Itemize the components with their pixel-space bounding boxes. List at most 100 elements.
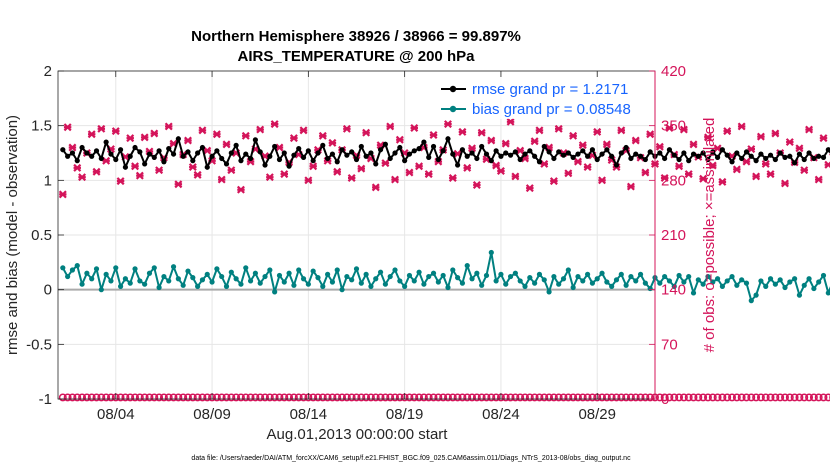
bias-point [382, 281, 388, 287]
bias-point [60, 265, 66, 271]
rmse-point [719, 147, 726, 153]
rmse-point [98, 155, 104, 162]
rmse-point [705, 156, 711, 163]
obs-possible-marker [525, 393, 534, 402]
obs-assimilated-marker [718, 177, 727, 186]
bias-point [170, 264, 177, 270]
bias-point [613, 277, 620, 283]
y-tick-label: 0 [44, 282, 52, 299]
obs-possible-marker [636, 393, 645, 402]
rmse-point [185, 149, 191, 155]
obs-possible-marker [275, 393, 284, 402]
rmse-point [734, 150, 740, 156]
obs-possible-marker [145, 393, 154, 402]
obs-possible-marker [328, 393, 337, 402]
rmse-point [132, 144, 138, 151]
obs-possible-marker [116, 393, 125, 402]
bias-point [763, 283, 769, 289]
obs-possible-marker [655, 393, 664, 402]
rmse-point [137, 149, 143, 155]
rmse-point [522, 151, 528, 157]
obs-possible-marker [309, 393, 318, 402]
bias-point [180, 282, 186, 288]
rmse-point [286, 163, 292, 169]
obs-assimilated-marker [752, 172, 761, 181]
rmse-point [358, 143, 364, 150]
bias-point [671, 283, 677, 289]
y-tick-label: 2 [44, 63, 52, 80]
obs-possible-marker [583, 393, 592, 402]
bias-point [666, 278, 673, 284]
bias-point [339, 287, 345, 293]
bias-point [132, 266, 138, 272]
obs-possible-marker [434, 393, 443, 402]
rmse-point [402, 158, 408, 164]
bias-point [532, 280, 538, 286]
obs-assimilated-marker [781, 179, 789, 188]
bias-point [729, 273, 735, 280]
bias-point [305, 281, 311, 287]
bias-point [127, 280, 133, 286]
bias-point [811, 285, 817, 292]
obs-assimilated-marker [342, 124, 351, 133]
bias-point [710, 279, 716, 285]
bias-point [430, 270, 437, 276]
bias-point [459, 280, 466, 286]
obs-assimilated-marker [265, 173, 274, 182]
bias-point [329, 279, 336, 285]
obs-assimilated-marker [477, 128, 486, 137]
obs-possible-marker [588, 393, 597, 402]
obs-assimilated-marker [814, 175, 823, 184]
bias-point [334, 267, 340, 273]
bias-point [199, 277, 206, 283]
rmse-point [89, 153, 95, 159]
rmse-point [459, 147, 466, 153]
obs-assimilated-marker [111, 127, 120, 136]
bias-point [219, 273, 225, 280]
obs-possible-marker [578, 393, 587, 402]
obs-possible-marker [785, 393, 794, 402]
obs-assimilated-marker [525, 184, 534, 193]
bias-point [575, 273, 581, 280]
bias-point [541, 277, 547, 283]
obs-assimilated-marker [309, 162, 318, 171]
rmse-point [575, 151, 581, 157]
y-tick-label: -0.5 [26, 336, 52, 353]
rmse-point [103, 139, 109, 145]
rmse-point [662, 155, 668, 162]
rmse-point [406, 151, 413, 157]
bias-point [363, 271, 369, 277]
obs-assimilated-marker [280, 170, 289, 179]
obs-assimilated-marker [193, 170, 202, 179]
rmse-point [584, 153, 591, 159]
obs-possible-marker [554, 393, 563, 402]
obs-possible-marker [549, 393, 558, 402]
rmse-point [565, 150, 571, 156]
bias-point [435, 279, 441, 285]
rmse-point [219, 155, 225, 162]
bias-point [743, 280, 750, 286]
bias-point [411, 278, 417, 284]
obs-possible-marker [222, 393, 231, 402]
obs-assimilated-marker [747, 145, 756, 154]
rmse-point [589, 147, 596, 153]
rmse-point [373, 161, 379, 167]
rmse-point [69, 150, 76, 156]
rmse-point [623, 144, 629, 151]
obs-assimilated-marker [357, 164, 366, 173]
rmse-point [60, 147, 66, 153]
bias-point [570, 284, 576, 291]
rmse-point [594, 156, 600, 163]
bias-point [647, 285, 653, 292]
y-axis-label: rmse and bias (model - observation) [4, 115, 21, 355]
obs-assimilated-marker [405, 168, 414, 177]
bias-point [488, 249, 494, 256]
bias-point [267, 267, 273, 273]
y-tick-marks [58, 70, 64, 400]
bias-point [642, 280, 648, 286]
obs-assimilated-marker [468, 144, 477, 153]
bias-point [714, 276, 721, 282]
rmse-point [329, 151, 336, 157]
obs-possible-marker [285, 393, 294, 402]
obs-possible-marker [237, 393, 245, 402]
